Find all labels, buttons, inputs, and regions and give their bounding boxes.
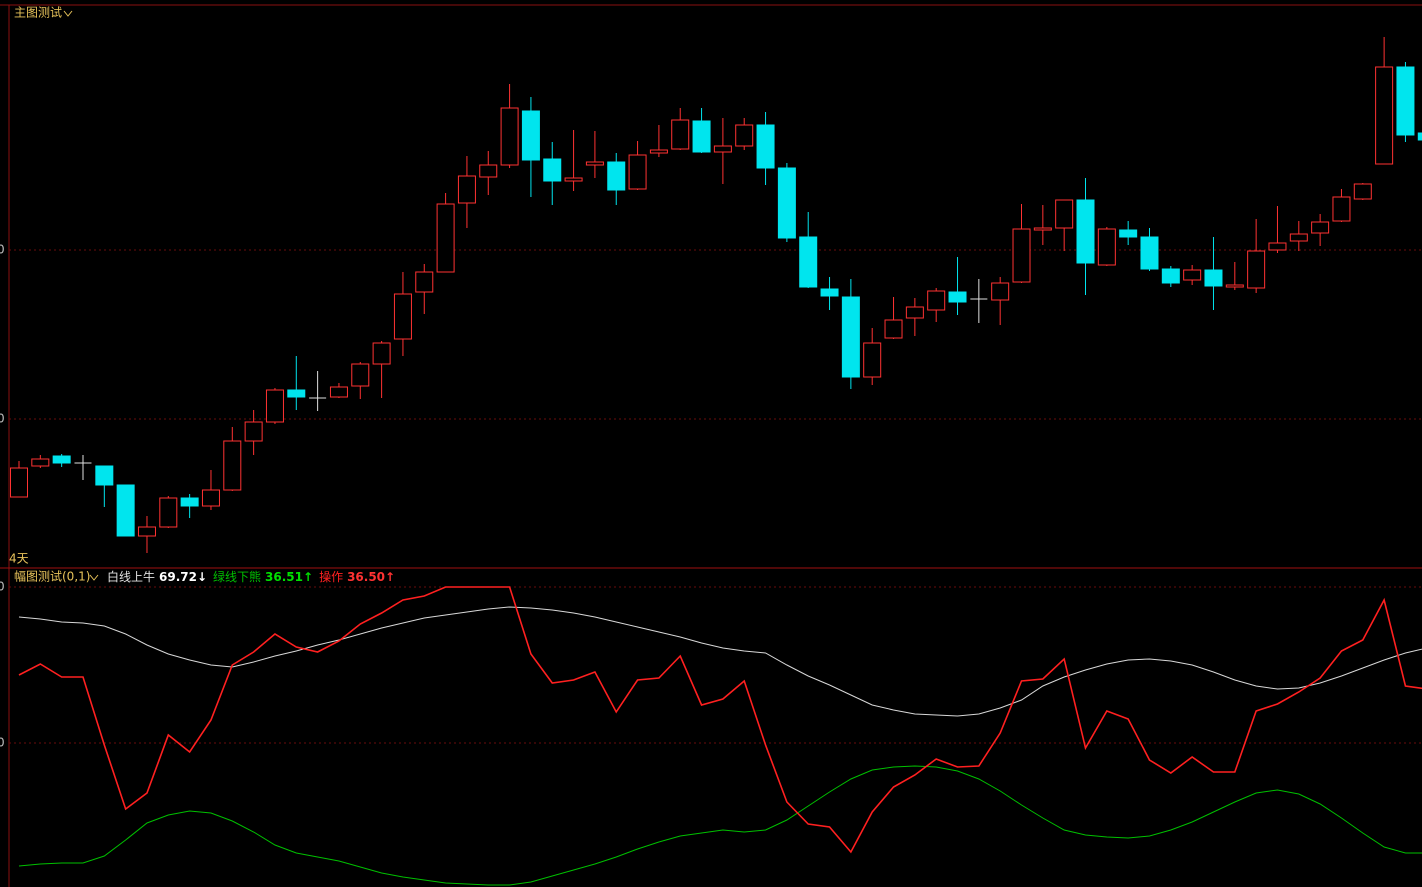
legend-name: 绿线下熊	[213, 569, 261, 584]
candle-body	[905, 306, 924, 319]
candle-body	[372, 342, 391, 365]
candle-body	[607, 161, 626, 191]
candle-body	[1247, 250, 1266, 289]
candle-body	[265, 389, 284, 423]
candle-body	[628, 154, 647, 190]
candle-body	[1161, 268, 1180, 284]
candle-body	[841, 296, 860, 378]
candle-body	[415, 271, 434, 293]
candle-body	[31, 458, 50, 467]
candle-body	[1055, 199, 1074, 229]
main-title[interactable]: 主图测试	[14, 5, 62, 20]
candle-body	[95, 465, 114, 486]
legend-value: 36.50↑	[347, 570, 395, 584]
candle-body	[244, 421, 263, 442]
candle-body	[180, 497, 199, 507]
candle-body	[223, 440, 242, 491]
y-tick-label: 0	[0, 243, 5, 257]
candle-body	[564, 177, 583, 182]
candle-body	[692, 120, 711, 153]
candle-body	[543, 158, 562, 182]
candle-body	[585, 161, 604, 166]
candle-body	[1332, 196, 1351, 222]
candle-body	[201, 489, 220, 507]
candle-body	[927, 290, 946, 311]
period-label: 4天	[9, 552, 29, 566]
candle-body	[1140, 236, 1159, 270]
candle-body	[351, 363, 370, 387]
candle-body	[1268, 242, 1287, 251]
legend-value: 36.51↑	[265, 570, 313, 584]
candle-body	[521, 110, 540, 161]
candle-body	[159, 497, 178, 528]
sub-title[interactable]: 幅图测试(0,1)	[14, 569, 90, 584]
legend-value: 69.72↓	[159, 570, 207, 584]
indicator-line	[18, 606, 1422, 717]
candle-body	[1183, 269, 1202, 281]
candle-body	[991, 282, 1010, 301]
legend: 白线上牛 69.72↓ 绿线下熊 36.51↑ 操作 36.50↑	[107, 569, 395, 584]
candle-body	[1311, 221, 1330, 234]
candle-body	[1012, 228, 1031, 283]
candle-body	[287, 389, 306, 398]
candle-body	[1033, 227, 1052, 231]
candle-body	[1119, 229, 1138, 238]
candle-body	[649, 149, 668, 154]
dropdown-icon	[89, 574, 99, 581]
candle-body	[799, 236, 818, 288]
candle-body	[820, 288, 839, 297]
legend-name: 操作	[319, 569, 343, 584]
candle-body	[1417, 132, 1422, 141]
candle-body	[329, 386, 348, 398]
candle-body	[116, 484, 135, 537]
candle-body	[1289, 233, 1308, 242]
candle-body	[713, 145, 732, 153]
candle-body	[52, 455, 71, 464]
candle-body	[457, 175, 476, 204]
candle-body	[1076, 199, 1095, 264]
candle-body	[884, 319, 903, 339]
candle-body	[863, 342, 882, 378]
candle-body	[1375, 66, 1394, 165]
candle-body	[137, 526, 156, 537]
indicator-line	[18, 765, 1422, 886]
candle-body	[10, 467, 28, 498]
dropdown-icon	[63, 10, 73, 17]
candle-body	[948, 291, 967, 303]
candle-body	[1097, 228, 1116, 266]
y-tick-label: 0	[0, 580, 5, 594]
candle-body	[436, 203, 455, 273]
candle-body	[756, 124, 775, 169]
candle-body	[1353, 183, 1372, 200]
candle-body	[500, 107, 519, 166]
candle-body	[735, 124, 754, 147]
candle-body	[479, 164, 498, 178]
candle-body	[777, 167, 796, 239]
y-tick-label: 0	[0, 736, 5, 750]
indicator-line	[18, 586, 1422, 854]
candle-body	[671, 119, 690, 150]
candle-body	[1396, 66, 1415, 136]
candle-body	[1204, 269, 1223, 287]
candle-body	[1225, 284, 1244, 288]
candle-body	[393, 293, 412, 340]
legend-name: 白线上牛	[107, 569, 155, 584]
y-tick-label: 0	[0, 412, 5, 426]
